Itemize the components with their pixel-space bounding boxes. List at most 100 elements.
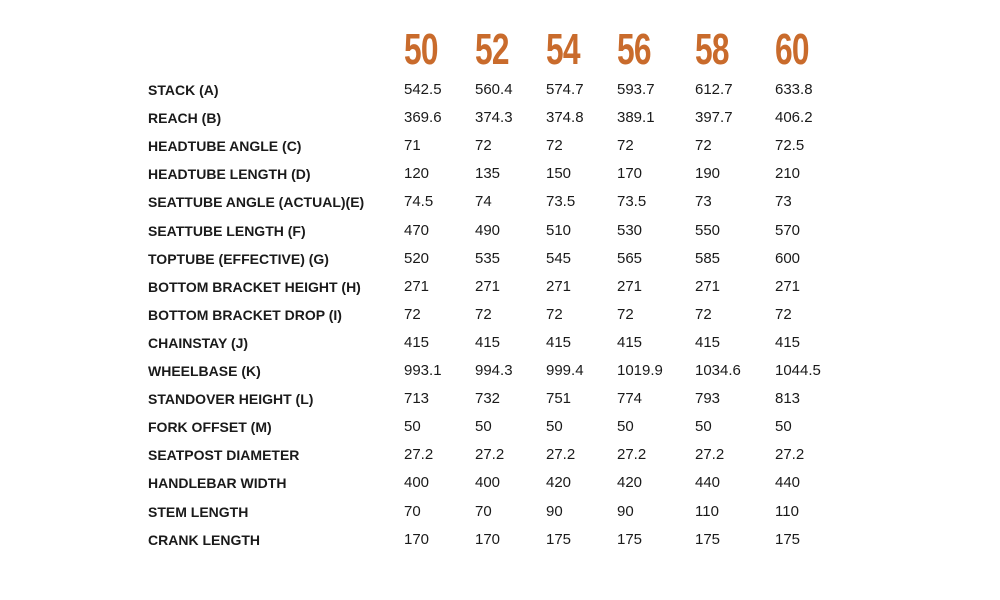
cell-value: 545 bbox=[546, 249, 572, 267]
cell-value: 27.2 bbox=[617, 446, 647, 464]
cell-value: 72 bbox=[617, 305, 634, 323]
size-header: 52 bbox=[475, 25, 510, 74]
size-header: 58 bbox=[695, 25, 730, 74]
cell-value: 1034.6 bbox=[695, 362, 741, 379]
cell-value: 415 bbox=[546, 333, 572, 351]
cell-value: 50 bbox=[695, 418, 712, 436]
size-header: 56 bbox=[617, 25, 652, 74]
cell-value: 170 bbox=[617, 165, 643, 183]
size-header: 50 bbox=[404, 25, 439, 74]
cell-value: 510 bbox=[546, 221, 572, 239]
cell-value: 369.6 bbox=[404, 109, 442, 127]
cell-value: 120 bbox=[404, 165, 430, 183]
cell-value: 72 bbox=[695, 137, 712, 155]
cell-value: 70 bbox=[475, 502, 492, 520]
cell-value: 420 bbox=[546, 474, 572, 492]
cell-value: 271 bbox=[695, 277, 721, 295]
cell-value: 271 bbox=[404, 277, 430, 295]
cell-value: 1044.5 bbox=[775, 362, 821, 379]
cell-value: 406.2 bbox=[775, 109, 813, 127]
cell-value: 72 bbox=[617, 137, 634, 155]
cell-value: 713 bbox=[404, 390, 430, 408]
cell-value: 751 bbox=[546, 390, 572, 408]
cell-value: 470 bbox=[404, 221, 430, 239]
cell-value: 73.5 bbox=[546, 193, 576, 211]
cell-value: 374.3 bbox=[475, 109, 513, 127]
size-header: 60 bbox=[775, 25, 810, 74]
row-label: FORK OFFSET (M) bbox=[148, 419, 272, 436]
cell-value: 993.1 bbox=[404, 362, 442, 379]
cell-value: 70 bbox=[404, 502, 421, 520]
cell-value: 400 bbox=[475, 474, 501, 492]
row-label: HEADTUBE ANGLE (C) bbox=[148, 138, 302, 155]
cell-value: 170 bbox=[475, 530, 501, 548]
cell-value: 72 bbox=[475, 137, 492, 155]
cell-value: 415 bbox=[404, 333, 430, 351]
row-label: WHEELBASE (K) bbox=[148, 363, 261, 379]
cell-value: 440 bbox=[775, 474, 801, 492]
cell-value: 389.1 bbox=[617, 109, 655, 127]
cell-value: 520 bbox=[404, 249, 430, 267]
cell-value: 71 bbox=[404, 137, 421, 155]
cell-value: 72 bbox=[475, 305, 492, 323]
row-label: TOPTUBE (EFFECTIVE) (G) bbox=[148, 250, 329, 267]
cell-value: 72 bbox=[404, 305, 421, 323]
cell-value: 27.2 bbox=[475, 446, 505, 464]
cell-value: 271 bbox=[546, 277, 572, 295]
cell-value: 27.2 bbox=[404, 446, 434, 464]
cell-value: 175 bbox=[546, 530, 572, 548]
cell-value: 415 bbox=[617, 333, 643, 351]
cell-value: 90 bbox=[546, 502, 563, 520]
cell-value: 813 bbox=[775, 390, 801, 408]
cell-value: 633.8 bbox=[775, 81, 813, 98]
cell-value: 793 bbox=[695, 390, 721, 408]
cell-value: 110 bbox=[695, 502, 719, 520]
cell-value: 175 bbox=[617, 530, 643, 548]
cell-value: 50 bbox=[617, 418, 634, 436]
cell-value: 170 bbox=[404, 530, 430, 548]
cell-value: 565 bbox=[617, 249, 643, 267]
cell-value: 72.5 bbox=[775, 137, 805, 155]
cell-value: 994.3 bbox=[475, 362, 513, 379]
cell-value: 400 bbox=[404, 474, 430, 492]
row-label: SEATPOST DIAMETER bbox=[148, 447, 300, 464]
cell-value: 73 bbox=[775, 193, 792, 211]
cell-value: 110 bbox=[775, 502, 799, 520]
cell-value: 50 bbox=[546, 418, 563, 436]
cell-value: 73.5 bbox=[617, 193, 647, 211]
cell-value: 50 bbox=[775, 418, 792, 436]
cell-value: 732 bbox=[475, 390, 501, 408]
cell-value: 374.8 bbox=[546, 109, 584, 127]
cell-value: 600 bbox=[775, 249, 801, 267]
row-label: STACK (A) bbox=[148, 82, 219, 98]
cell-value: 271 bbox=[475, 277, 501, 295]
row-label: HEADTUBE LENGTH (D) bbox=[148, 166, 311, 183]
cell-value: 440 bbox=[695, 474, 721, 492]
row-label: BOTTOM BRACKET HEIGHT (H) bbox=[148, 278, 361, 295]
cell-value: 420 bbox=[617, 474, 643, 492]
cell-value: 560.4 bbox=[475, 81, 513, 98]
cell-value: 150 bbox=[546, 165, 572, 183]
row-label: CHAINSTAY (J) bbox=[148, 334, 249, 351]
row-label: STEM LENGTH bbox=[148, 503, 249, 520]
row-label: SEATTUBE ANGLE (ACTUAL)(E) bbox=[148, 194, 365, 211]
cell-value: 415 bbox=[775, 333, 801, 351]
cell-value: 50 bbox=[475, 418, 492, 436]
cell-value: 27.2 bbox=[546, 446, 576, 464]
cell-value: 74.5 bbox=[404, 193, 434, 211]
cell-value: 90 bbox=[617, 502, 634, 520]
cell-value: 593.7 bbox=[617, 81, 655, 98]
cell-value: 570 bbox=[775, 221, 801, 239]
row-label: STANDOVER HEIGHT (L) bbox=[148, 391, 314, 408]
cell-value: 73 bbox=[695, 193, 712, 211]
cell-value: 530 bbox=[617, 221, 643, 239]
cell-value: 72 bbox=[546, 137, 563, 155]
row-label: CRANK LENGTH bbox=[148, 531, 260, 548]
cell-value: 74 bbox=[475, 193, 492, 211]
cell-value: 72 bbox=[695, 305, 712, 323]
cell-value: 774 bbox=[617, 390, 643, 408]
row-label: HANDLEBAR WIDTH bbox=[148, 475, 287, 492]
cell-value: 550 bbox=[695, 221, 721, 239]
cell-value: 72 bbox=[775, 305, 792, 323]
